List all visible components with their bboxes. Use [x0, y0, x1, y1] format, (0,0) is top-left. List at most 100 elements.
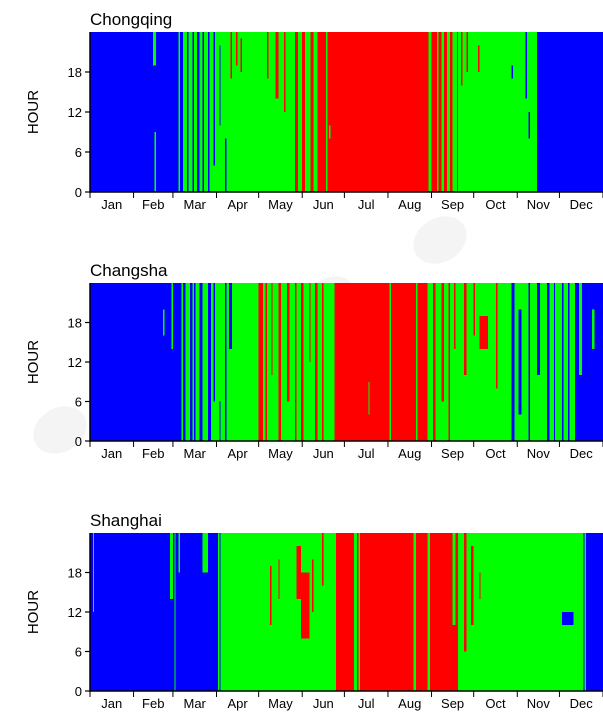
x-tick-label: Sep — [441, 197, 464, 212]
heat-cell-16 — [295, 283, 297, 441]
x-tick-label: Dec — [570, 696, 594, 711]
heat-cell-13 — [240, 38, 242, 72]
x-tick-label: Sep — [441, 696, 464, 711]
y-tick-label: 6 — [75, 645, 82, 660]
x-tick-label: Apr — [227, 446, 248, 461]
x-tick-label: Jan — [101, 197, 122, 212]
heat-cell-20 — [321, 283, 324, 441]
heat-cell-15 — [275, 32, 279, 99]
heat-cell-18 — [309, 283, 311, 362]
heat-cell-2 — [182, 283, 186, 441]
y-tick-label: 0 — [75, 185, 82, 200]
heat-cell-13 — [358, 533, 360, 691]
y-tick-label: 18 — [68, 316, 82, 331]
heat-cell-26 — [448, 283, 450, 441]
heat-cell-17 — [295, 32, 299, 192]
x-tick-label: Nov — [527, 197, 551, 212]
x-tick-label: Feb — [142, 696, 164, 711]
heat-cell-0 — [92, 533, 95, 612]
panel-title: Changsha — [90, 261, 168, 280]
heat-segment-2 — [335, 533, 400, 691]
heat-cell-37 — [553, 283, 556, 441]
heat-cell-4 — [194, 283, 196, 441]
heat-cell-38 — [562, 283, 564, 441]
heat-cell-35 — [536, 283, 540, 376]
heat-cell-12 — [265, 283, 268, 441]
heat-cell-33 — [518, 309, 522, 415]
heat-cell-15 — [427, 533, 431, 691]
heat-segment-5 — [583, 533, 603, 691]
x-tick-label: Jul — [358, 446, 375, 461]
heat-cell-17 — [463, 533, 467, 652]
heat-segment-6 — [536, 32, 603, 192]
x-tick-label: Oct — [485, 446, 506, 461]
heat-cell-18 — [302, 32, 306, 192]
heat-segment-4 — [317, 32, 442, 192]
x-tick-label: May — [268, 696, 293, 711]
x-tick-label: Aug — [398, 446, 421, 461]
heat-cell-1 — [170, 533, 173, 599]
x-tick-label: Apr — [227, 197, 248, 212]
heat-cell-36 — [546, 283, 550, 441]
heat-cell-2 — [174, 533, 176, 691]
heat-cell-24 — [444, 32, 447, 192]
x-tick-label: Apr — [227, 696, 248, 711]
heat-cell-8 — [213, 32, 216, 166]
x-tick-label: May — [268, 446, 293, 461]
heat-cell-0 — [153, 32, 157, 66]
panel-0: Chongqing HOUR 0 6 12 18 Jan Feb Mar Apr May Jun Jul… — [25, 10, 603, 212]
heat-cell-12 — [236, 32, 238, 66]
x-tick-label: Nov — [527, 696, 551, 711]
heat-cell-9 — [300, 572, 310, 639]
y-tick-label: 18 — [68, 566, 82, 581]
heat-cell-26 — [456, 32, 459, 192]
heat-cell-15 — [286, 283, 290, 402]
y-tick-label: 6 — [75, 395, 82, 410]
heat-cell-5 — [199, 283, 203, 441]
y-tick-label: 18 — [68, 65, 82, 80]
heat-cell-5 — [219, 533, 221, 691]
heat-cell-17 — [300, 283, 304, 441]
heat-cell-8 — [219, 401, 221, 441]
heat-cell-29 — [477, 45, 480, 72]
heat-cell-1 — [171, 283, 173, 349]
heat-cell-10 — [229, 283, 232, 349]
y-tick-label: 6 — [75, 145, 82, 160]
x-tick-label: Aug — [398, 197, 421, 212]
heat-cell-13 — [271, 283, 273, 376]
heat-cell-28 — [466, 32, 469, 72]
x-tick-label: Dec — [570, 197, 594, 212]
y-tick-label: 12 — [68, 105, 82, 120]
x-tick-label: Sep — [441, 446, 464, 461]
x-tick-label: Nov — [527, 446, 551, 461]
heat-cell-9 — [219, 45, 221, 126]
heat-cell-16 — [283, 32, 286, 112]
heat-cell-2 — [179, 32, 183, 192]
heat-cell-41 — [591, 309, 595, 349]
x-tick-label: Jun — [313, 446, 334, 461]
heat-cell-10 — [312, 559, 314, 612]
x-tick-label: Feb — [142, 446, 164, 461]
heat-cell-21 — [328, 125, 331, 139]
heat-cell-11 — [258, 283, 263, 441]
x-tick-label: Oct — [485, 197, 506, 212]
heat-cell-12 — [354, 533, 358, 691]
heat-cell-14 — [267, 32, 269, 79]
heat-cell-19 — [479, 572, 481, 599]
x-tick-label: Mar — [184, 696, 207, 711]
heat-segment-0 — [90, 32, 179, 192]
heat-cell-30 — [479, 315, 488, 349]
heat-cell-7 — [278, 559, 280, 599]
heat-cell-16 — [452, 533, 456, 626]
heat-cell-34 — [528, 283, 530, 441]
heat-cell-21 — [584, 533, 587, 691]
x-tick-label: Dec — [570, 446, 594, 461]
heat-cell-23 — [437, 32, 439, 192]
x-tick-label: Jul — [358, 696, 375, 711]
heat-segment-5 — [441, 32, 537, 192]
heat-cell-25 — [441, 283, 445, 402]
heat-cell-28 — [463, 283, 467, 376]
heat-cell-20 — [562, 612, 574, 626]
